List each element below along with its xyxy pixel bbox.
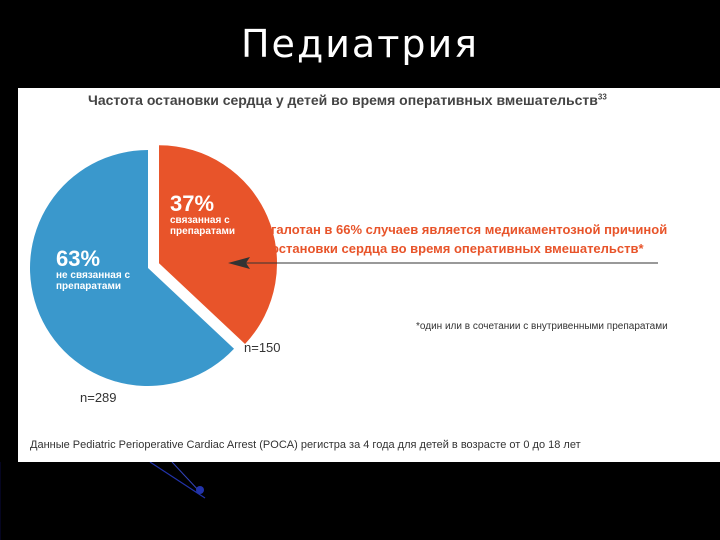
chart-title-text: Частота остановки сердца у детей во врем… bbox=[88, 92, 598, 108]
slide-title: Педиатрия bbox=[240, 22, 480, 66]
halothane-callout: галотан в 66% случаев является медикамен… bbox=[271, 222, 668, 256]
data-source-note: Данные Pediatric Perioperative Cardiac A… bbox=[30, 439, 581, 451]
chart-title-reference: 33 bbox=[597, 92, 607, 102]
footnote: *один или в сочетании с внутривенными пр… bbox=[416, 321, 668, 332]
unrelated-percent-label: 63% bbox=[56, 246, 100, 271]
related-label-wrap: связанная с препаратами bbox=[170, 215, 235, 237]
chart-title: Частота остановки сердца у детей во врем… bbox=[88, 92, 716, 108]
chart-panel: Частота остановки сердца у детей во врем… bbox=[18, 88, 720, 462]
pie-slice-related bbox=[159, 145, 278, 345]
related-percent-label: 37% bbox=[170, 191, 214, 216]
related-slice-label: связанная с препаратами bbox=[170, 215, 235, 237]
unrelated-label-wrap: не связанная с препаратами bbox=[56, 270, 131, 292]
related-count-label: n=150 bbox=[244, 340, 281, 355]
unrelated-slice-label: не связанная с препаратами bbox=[56, 270, 131, 292]
callout-arrowhead bbox=[228, 257, 250, 269]
pie-slice-unrelated bbox=[29, 150, 235, 386]
pie-chart: 37% связанная с препаратами 63% не связа… bbox=[29, 145, 658, 386]
unrelated-count-label: n=289 bbox=[80, 390, 117, 405]
